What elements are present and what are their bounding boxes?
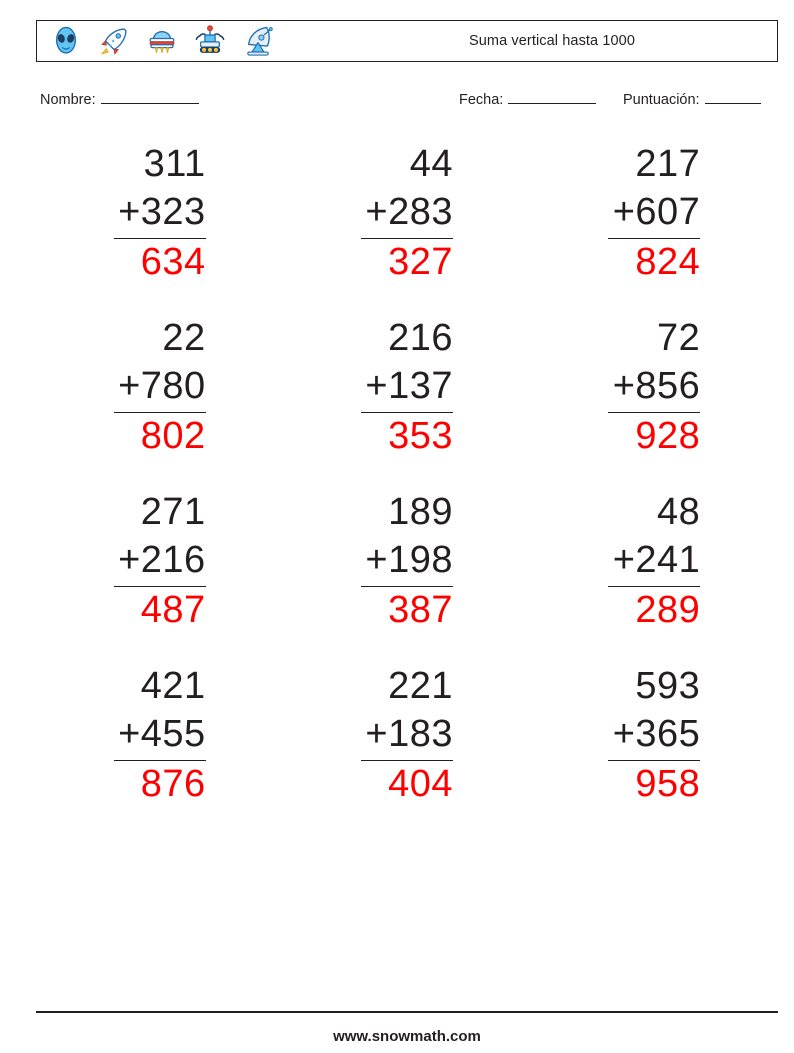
- addend-top: 421: [140, 665, 206, 707]
- addend-top: 271: [140, 491, 206, 533]
- problem-row: 271 +216 487 189 +198 387 48 +241 289: [36, 488, 778, 662]
- answer-value[interactable]: 958: [635, 763, 701, 805]
- addend-bottom: +607: [612, 191, 701, 233]
- ufo-icon: [149, 31, 175, 54]
- addend-top: 22: [162, 317, 206, 359]
- sum-rule: [360, 412, 453, 413]
- answer-value[interactable]: 327: [388, 241, 453, 283]
- worksheet-header: Suma vertical hasta 1000: [36, 20, 778, 62]
- addend-top: 72: [657, 317, 701, 359]
- addend-bottom: +137: [365, 365, 453, 407]
- sum-rule: [608, 760, 701, 761]
- sum-rule: [113, 412, 206, 413]
- score-label: Puntuación:: [623, 92, 700, 108]
- answer-value[interactable]: 289: [635, 589, 701, 631]
- addend-top: 48: [657, 491, 701, 533]
- problem-cell: 22 +780 802: [36, 314, 283, 488]
- addend-bottom: +365: [612, 713, 701, 755]
- problem-cell: 48 +241 289: [531, 488, 778, 662]
- addend-top: 217: [635, 143, 701, 185]
- date-input[interactable]: [508, 90, 597, 104]
- addend-top: 216: [388, 317, 453, 359]
- sum-rule: [608, 238, 701, 239]
- answer-value[interactable]: 387: [388, 589, 453, 631]
- addend-bottom: +780: [118, 365, 206, 407]
- score-input[interactable]: [704, 90, 761, 104]
- problem-row: 22 +780 802 216 +137 353 72 +856 928: [36, 314, 778, 488]
- satellite-dish-icon: [247, 26, 273, 56]
- answer-value[interactable]: 876: [140, 763, 206, 805]
- answer-value[interactable]: 928: [635, 415, 701, 457]
- problem-cell: 44 +283 327: [283, 140, 530, 314]
- page-title: Suma vertical hasta 1000: [468, 33, 636, 49]
- sum-rule: [608, 586, 701, 587]
- problem-cell: 216 +137 353: [283, 314, 530, 488]
- problem-cell: 421 +455 876: [36, 662, 283, 836]
- addend-bottom: +198: [365, 539, 453, 581]
- header-icon-group: [45, 24, 279, 58]
- answer-value[interactable]: 404: [388, 763, 453, 805]
- answer-value[interactable]: 634: [140, 241, 206, 283]
- addend-bottom: +183: [365, 713, 453, 755]
- addend-top: 593: [635, 665, 701, 707]
- name-label: Nombre:: [40, 92, 96, 108]
- sum-rule: [608, 412, 701, 413]
- addend-bottom: +323: [118, 191, 206, 233]
- date-label: Fecha:: [459, 92, 504, 108]
- sum-rule: [360, 238, 453, 239]
- problem-cell: 271 +216 487: [36, 488, 283, 662]
- addend-top: 44: [409, 143, 453, 185]
- rocket-icon: [100, 28, 127, 55]
- addend-top: 311: [143, 143, 206, 185]
- sum-rule: [113, 238, 206, 239]
- sum-rule: [360, 586, 453, 587]
- score-field-group: Puntuación:: [623, 90, 761, 108]
- problem-cell: 189 +198 387: [283, 488, 530, 662]
- footer-divider: [36, 1011, 778, 1013]
- problem-row: 421 +455 876 221 +183 404 593 +365 958: [36, 662, 778, 836]
- name-input[interactable]: [100, 90, 199, 104]
- problem-cell: 217 +607 824: [531, 140, 778, 314]
- problem-cell: 593 +365 958: [531, 662, 778, 836]
- problem-cell: 72 +856 928: [531, 314, 778, 488]
- problem-cell: 221 +183 404: [283, 662, 530, 836]
- addend-top: 221: [388, 665, 453, 707]
- addend-top: 189: [388, 491, 453, 533]
- problems-grid: 311 +323 634 44 +283 327 217 +607 824 22 +780 802 21…: [36, 140, 778, 836]
- sum-rule: [360, 760, 453, 761]
- addend-bottom: +455: [118, 713, 206, 755]
- date-field-group: Fecha:: [459, 90, 597, 108]
- name-field-group: Nombre:: [40, 90, 199, 108]
- addend-bottom: +241: [612, 539, 701, 581]
- addend-bottom: +216: [118, 539, 206, 581]
- student-info-row: Nombre: Fecha: Puntuación:: [40, 88, 774, 112]
- footer-url: www.snowmath.com: [333, 1028, 481, 1045]
- addend-bottom: +283: [365, 191, 453, 233]
- sum-rule: [113, 760, 206, 761]
- sum-rule: [113, 586, 206, 587]
- problem-cell: 311 +323 634: [36, 140, 283, 314]
- addend-bottom: +856: [612, 365, 701, 407]
- answer-value[interactable]: 802: [140, 415, 206, 457]
- answer-value[interactable]: 487: [140, 589, 206, 631]
- answer-value[interactable]: 353: [388, 415, 453, 457]
- mars-rover-icon: [195, 25, 225, 53]
- alien-icon: [55, 26, 77, 54]
- problem-row: 311 +323 634 44 +283 327 217 +607 824: [36, 140, 778, 314]
- answer-value[interactable]: 824: [635, 241, 701, 283]
